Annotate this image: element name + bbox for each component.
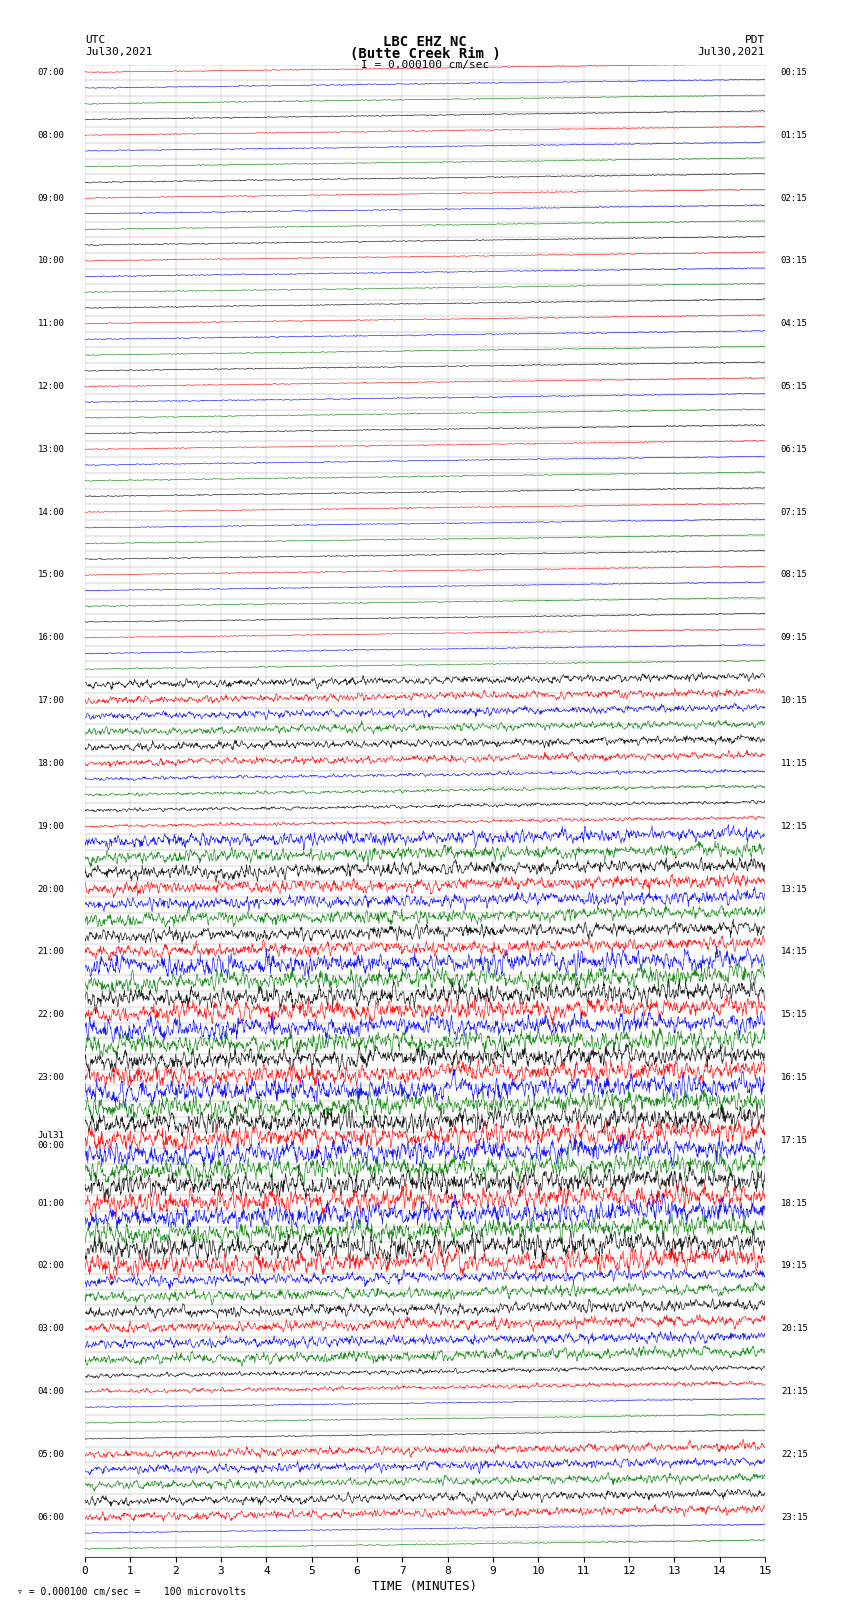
- Text: PDT: PDT: [745, 35, 765, 45]
- Text: 01:00: 01:00: [37, 1198, 65, 1208]
- Text: UTC: UTC: [85, 35, 105, 45]
- Text: 21:00: 21:00: [37, 947, 65, 957]
- Text: 18:00: 18:00: [37, 758, 65, 768]
- Text: 22:15: 22:15: [781, 1450, 807, 1460]
- Text: 19:15: 19:15: [781, 1261, 807, 1271]
- Text: 12:15: 12:15: [781, 821, 807, 831]
- Text: 23:15: 23:15: [781, 1513, 807, 1521]
- Text: 14:15: 14:15: [781, 947, 807, 957]
- Text: 13:15: 13:15: [781, 884, 807, 894]
- Text: 11:00: 11:00: [37, 319, 65, 327]
- Text: 16:15: 16:15: [781, 1073, 807, 1082]
- Text: 08:15: 08:15: [781, 571, 807, 579]
- Text: 00:15: 00:15: [781, 68, 807, 77]
- Text: 19:00: 19:00: [37, 821, 65, 831]
- Text: Jul30,2021: Jul30,2021: [698, 47, 765, 56]
- Text: 13:00: 13:00: [37, 445, 65, 453]
- Text: 09:00: 09:00: [37, 194, 65, 203]
- Text: 10:00: 10:00: [37, 256, 65, 266]
- Text: 04:00: 04:00: [37, 1387, 65, 1397]
- Text: 04:15: 04:15: [781, 319, 807, 327]
- Text: 07:00: 07:00: [37, 68, 65, 77]
- Text: 08:00: 08:00: [37, 131, 65, 140]
- Text: LBC EHZ NC: LBC EHZ NC: [383, 35, 467, 50]
- Text: 15:00: 15:00: [37, 571, 65, 579]
- Text: 05:15: 05:15: [781, 382, 807, 390]
- Text: 20:00: 20:00: [37, 884, 65, 894]
- Text: (Butte Creek Rim ): (Butte Creek Rim ): [349, 47, 501, 61]
- Text: 16:00: 16:00: [37, 634, 65, 642]
- Text: 17:00: 17:00: [37, 697, 65, 705]
- Text: 14:00: 14:00: [37, 508, 65, 516]
- Text: 22:00: 22:00: [37, 1010, 65, 1019]
- Text: 06:00: 06:00: [37, 1513, 65, 1521]
- Text: 18:15: 18:15: [781, 1198, 807, 1208]
- Text: 01:15: 01:15: [781, 131, 807, 140]
- Text: 12:00: 12:00: [37, 382, 65, 390]
- Text: 23:00: 23:00: [37, 1073, 65, 1082]
- Text: ▿ = 0.000100 cm/sec =    100 microvolts: ▿ = 0.000100 cm/sec = 100 microvolts: [17, 1587, 246, 1597]
- Text: 17:15: 17:15: [781, 1136, 807, 1145]
- Text: 06:15: 06:15: [781, 445, 807, 453]
- Text: 10:15: 10:15: [781, 697, 807, 705]
- Text: 09:15: 09:15: [781, 634, 807, 642]
- Text: 15:15: 15:15: [781, 1010, 807, 1019]
- Text: 07:15: 07:15: [781, 508, 807, 516]
- Text: 05:00: 05:00: [37, 1450, 65, 1460]
- X-axis label: TIME (MINUTES): TIME (MINUTES): [372, 1581, 478, 1594]
- Text: 21:15: 21:15: [781, 1387, 807, 1397]
- Text: 03:00: 03:00: [37, 1324, 65, 1334]
- Text: 02:15: 02:15: [781, 194, 807, 203]
- Text: Jul30,2021: Jul30,2021: [85, 47, 152, 56]
- Text: I = 0.000100 cm/sec: I = 0.000100 cm/sec: [361, 60, 489, 69]
- Text: 03:15: 03:15: [781, 256, 807, 266]
- Text: 02:00: 02:00: [37, 1261, 65, 1271]
- Text: Jul31
00:00: Jul31 00:00: [37, 1131, 65, 1150]
- Text: 11:15: 11:15: [781, 758, 807, 768]
- Text: 20:15: 20:15: [781, 1324, 807, 1334]
